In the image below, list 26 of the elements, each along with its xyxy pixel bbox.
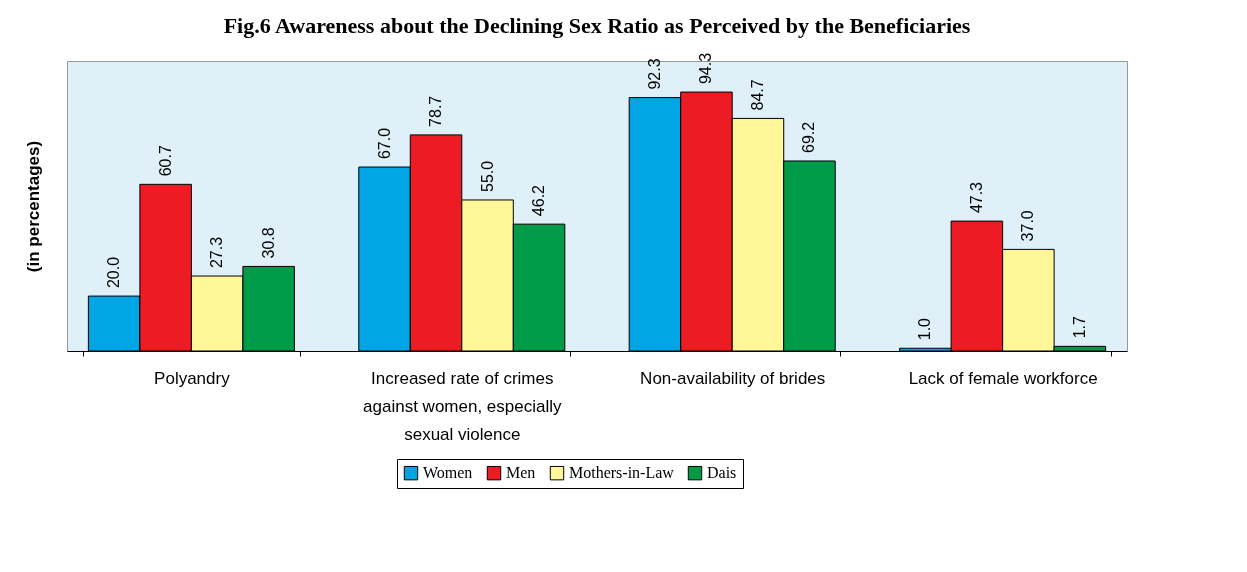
x-tick-label: Non-availability of brides (640, 368, 826, 388)
data-label: 67.0 (375, 127, 393, 160)
data-label: 55.0 (478, 160, 496, 192)
legend-label: Women (423, 464, 473, 482)
data-label: 46.2 (530, 184, 548, 217)
data-label: 47.3 (967, 181, 985, 214)
x-tick-label: Lack of female workforce (908, 368, 1098, 388)
data-label: 20.0 (105, 256, 123, 289)
data-label: 1.0 (916, 317, 934, 341)
data-label: 92.3 (645, 58, 663, 90)
data-label: 94.3 (697, 52, 715, 85)
x-tick-label: Polyandry (154, 368, 231, 388)
data-label: 78.7 (427, 95, 445, 127)
x-tick-label: Increased rate of crimes against women, especially sexual violence (363, 368, 563, 444)
chart-title: Fig.6 Awareness about the Declining Sex Ratio as Perceived by the Beneficiaries (223, 12, 971, 38)
data-label: 69.2 (800, 121, 818, 153)
data-label: 1.7 (1070, 315, 1088, 339)
legend-label: Dais (707, 464, 737, 482)
legend-label: Mothers-in-Law (569, 464, 675, 482)
data-label: 84.7 (748, 79, 766, 111)
data-label: 27.3 (208, 236, 226, 269)
y-axis-title: (in percentages) (23, 140, 43, 273)
data-label: 37.0 (1019, 210, 1037, 242)
data-label: 60.7 (156, 145, 174, 177)
data-label: 30.8 (259, 227, 277, 259)
legend-label: Men (506, 464, 536, 482)
